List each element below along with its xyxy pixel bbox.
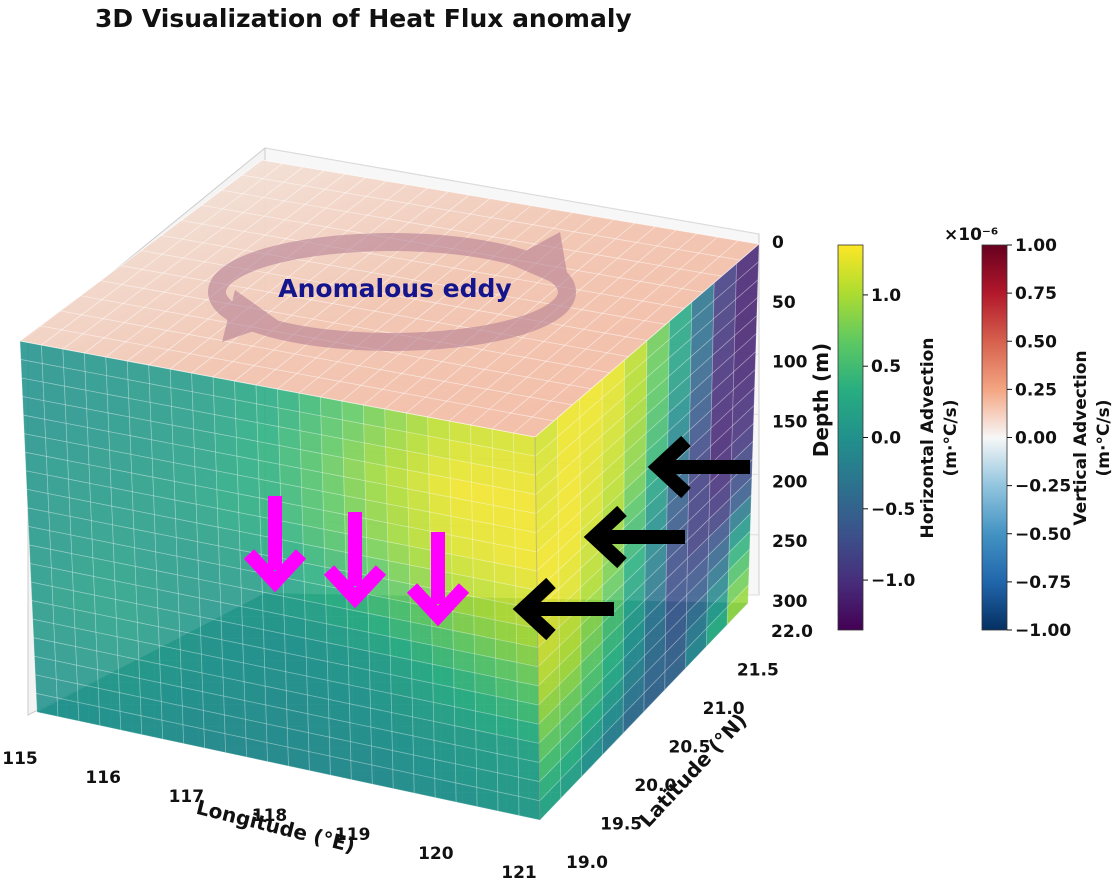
longitude-tick-label: 115 [2, 749, 38, 769]
top-gridline [120, 265, 629, 357]
south-face-cell [497, 791, 520, 816]
horizontal-advection-tick: 0.5 [871, 357, 901, 377]
vertical-advection-tick: −0.25 [1015, 477, 1071, 497]
vertical-advection-tick: 0.75 [1015, 284, 1057, 304]
top-gridline [181, 219, 685, 309]
downward-arrow-head [406, 583, 470, 627]
south-face-cell [350, 760, 373, 785]
vertical-advection-tick: −0.75 [1015, 573, 1071, 593]
back-gridline [264, 147, 760, 235]
latitude-tick-label: 21.0 [703, 699, 745, 719]
south-face-cell [476, 786, 499, 812]
latitude-ticks: 19.0 19.5 20.0 20.5 21.0 21.5 22.0 [566, 622, 813, 873]
top-gridline [40, 325, 554, 422]
downward-arrow-head [243, 549, 307, 593]
latitude-tick-label: 21.5 [737, 661, 779, 681]
vertical-advection-colorbar-ticks: 1.00 0.75 0.50 0.25 0.00 −0.25 −0.50 −0.75 −1.00 [1007, 236, 1071, 641]
vertical-advection-label: Vertical Advection [1071, 350, 1091, 525]
vertical-advection-tick: 0.25 [1015, 380, 1057, 400]
latitude-tick-label: 19.5 [600, 815, 642, 835]
south-face-cell [266, 742, 289, 767]
south-face-cell [392, 769, 415, 794]
south-face-cell [413, 773, 436, 798]
horizontal-advection-tick: 0.0 [871, 429, 901, 449]
latitude-tick-label: 22.0 [771, 622, 813, 642]
longitude-tick-label: 121 [501, 863, 537, 883]
longitude-tick-label: 116 [85, 768, 121, 788]
horizontal-advection-tick: −0.5 [871, 500, 915, 520]
horizontal-advection-tick: 1.0 [871, 286, 901, 306]
vertical-advection-tick: 0.00 [1015, 429, 1057, 449]
latitude-tick-label: 20.5 [669, 738, 711, 758]
vertical-advection-scale-label: ×10⁻⁶ [944, 225, 998, 245]
vertical-advection-tick: 0.50 [1015, 332, 1057, 352]
horizontal-advection-colorbar [837, 244, 864, 631]
top-gridline [241, 174, 741, 261]
longitude-ticks: 115 116 117 118 119 120 121 [2, 749, 537, 883]
longitude-tick-label: 118 [252, 806, 288, 826]
downward-arrow-head [323, 565, 387, 609]
south-face-cell [455, 782, 478, 807]
z-axis-label: Depth (m) [809, 343, 833, 457]
depth-tick-label: 250 [772, 532, 808, 552]
depth-ticks: 0 50 100 150 200 250 300 [772, 233, 808, 612]
eddy-swirl-icon [208, 232, 576, 351]
chart-title: 3D Visualization of Heat Flux anomaly [95, 4, 632, 33]
east-face-cells [534, 243, 760, 821]
depth-tick-label: 100 [772, 353, 808, 373]
leftward-arrow-head [512, 577, 556, 641]
leftward-arrow-head [647, 435, 691, 499]
x-axis-label: Longitude (°E) [194, 795, 357, 858]
vertical-advection-tick: −1.00 [1015, 621, 1071, 641]
south-face-cell [329, 755, 352, 780]
horizontal-advection-colorbar-ticks: 1.0 0.5 0.0 −0.5 −1.0 [863, 286, 916, 591]
vertical-advection-units: (m·°C/s) [1094, 399, 1114, 476]
vertical-advection-tick: 1.00 [1015, 236, 1057, 256]
horizontal-advection-units: (m·°C/s) [941, 399, 961, 476]
longitude-tick-label: 117 [169, 787, 205, 807]
east-face-cell [726, 584, 749, 626]
vertical-advection-colorbar [981, 244, 1008, 631]
depth-tick-label: 50 [772, 293, 796, 313]
longitude-tick-label: 119 [335, 825, 371, 845]
flux-arrows [243, 435, 750, 641]
south-face-cell [371, 764, 394, 789]
depth-tick-label: 0 [772, 233, 784, 253]
south-face-cell [308, 751, 331, 776]
top-gridline [100, 280, 610, 374]
horizontal-advection-label: Horizontal Advection [918, 338, 938, 539]
y-axis-label: Latitude (°N) [634, 709, 751, 832]
south-face-cell [518, 795, 541, 821]
depth-tick-label: 150 [772, 413, 808, 433]
longitude-tick-label: 120 [418, 844, 454, 864]
vertical-advection-tick: −0.50 [1015, 525, 1071, 545]
south-face-cells [19, 340, 541, 821]
leftward-arrow-head [583, 505, 627, 569]
top-gridline [161, 235, 666, 325]
latitude-tick-label: 19.0 [566, 853, 608, 873]
top-gridline [60, 310, 573, 406]
top-gridline [221, 189, 722, 277]
horizontal-advection-tick: −1.0 [871, 571, 916, 591]
latitude-tick-label: 20.0 [634, 776, 676, 796]
south-face-cell [434, 777, 457, 803]
south-face-cell [287, 746, 310, 771]
depth-tick-label: 200 [772, 472, 808, 492]
eddy-annotation: Anomalous eddy [278, 274, 511, 303]
depth-tick-label: 300 [772, 592, 808, 612]
